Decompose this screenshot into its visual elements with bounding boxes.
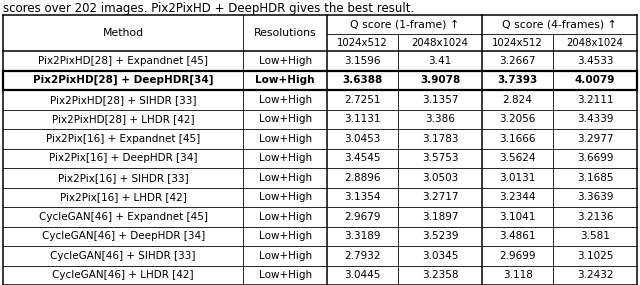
Text: Pix2PixHD[28] + SIHDR [33]: Pix2PixHD[28] + SIHDR [33] (50, 95, 196, 105)
Text: 2.9699: 2.9699 (499, 251, 536, 261)
Text: 2.9679: 2.9679 (344, 212, 381, 222)
Text: 3.3639: 3.3639 (577, 192, 613, 202)
Text: 3.1025: 3.1025 (577, 251, 613, 261)
Text: Low+High: Low+High (259, 231, 312, 241)
Text: 3.6699: 3.6699 (577, 153, 613, 163)
Text: 3.118: 3.118 (502, 270, 532, 280)
Text: scores over 202 images. Pix2PixHD + DeepHDR gives the best result.: scores over 202 images. Pix2PixHD + Deep… (3, 2, 414, 15)
Text: 3.386: 3.386 (425, 114, 455, 124)
Text: 3.2111: 3.2111 (577, 95, 613, 105)
Text: Low+High: Low+High (259, 212, 312, 222)
Text: Pix2PixHD[28] + DeepHDR[34]: Pix2PixHD[28] + DeepHDR[34] (33, 75, 213, 86)
Text: 3.0131: 3.0131 (499, 173, 536, 183)
Text: 2048x1024: 2048x1024 (566, 38, 623, 48)
Text: 3.2717: 3.2717 (422, 192, 458, 202)
Text: 2.7932: 2.7932 (344, 251, 381, 261)
Text: 3.3189: 3.3189 (344, 231, 381, 241)
Text: 3.5239: 3.5239 (422, 231, 458, 241)
Text: 3.6388: 3.6388 (342, 75, 383, 85)
Text: Resolutions: Resolutions (254, 28, 316, 38)
Text: 3.4533: 3.4533 (577, 56, 613, 66)
Text: 3.2056: 3.2056 (499, 114, 536, 124)
Bar (3, 70, 637, 90)
Text: 3.1596: 3.1596 (344, 56, 381, 66)
Text: 4.0079: 4.0079 (575, 75, 615, 85)
Text: 2.7251: 2.7251 (344, 95, 381, 105)
Text: 3.4339: 3.4339 (577, 114, 613, 124)
Text: 3.5753: 3.5753 (422, 153, 458, 163)
Text: 3.0345: 3.0345 (422, 251, 458, 261)
Text: 3.5624: 3.5624 (499, 153, 536, 163)
Text: 3.1897: 3.1897 (422, 212, 458, 222)
Text: Low+High: Low+High (259, 95, 312, 105)
Text: 3.2667: 3.2667 (499, 56, 536, 66)
Text: Low+High: Low+High (255, 75, 315, 85)
Text: 3.41: 3.41 (429, 56, 452, 66)
Text: Pix2Pix[16] + SIHDR [33]: Pix2Pix[16] + SIHDR [33] (58, 173, 189, 183)
Text: 3.1354: 3.1354 (344, 192, 381, 202)
Text: 3.581: 3.581 (580, 231, 610, 241)
Text: CycleGAN[46] + LHDR [42]: CycleGAN[46] + LHDR [42] (52, 270, 194, 280)
Text: 1024x512: 1024x512 (492, 38, 543, 48)
Text: Pix2PixHD[28] + LHDR [42]: Pix2PixHD[28] + LHDR [42] (52, 114, 195, 124)
Text: 3.9078: 3.9078 (420, 75, 460, 85)
Text: Method: Method (102, 28, 144, 38)
Text: Pix2Pix[16] + Expandnet [45]: Pix2Pix[16] + Expandnet [45] (46, 134, 200, 144)
Text: 2.824: 2.824 (502, 95, 532, 105)
Text: 3.1357: 3.1357 (422, 95, 458, 105)
Text: 3.2432: 3.2432 (577, 270, 613, 280)
Text: Low+High: Low+High (259, 173, 312, 183)
Text: 3.4861: 3.4861 (499, 231, 536, 241)
Text: 3.2344: 3.2344 (499, 192, 536, 202)
Text: 3.0503: 3.0503 (422, 173, 458, 183)
Text: 3.0453: 3.0453 (344, 134, 381, 144)
Text: 3.7393: 3.7393 (497, 75, 538, 85)
Text: 3.0445: 3.0445 (344, 270, 381, 280)
Text: Pix2Pix[16] + LHDR [42]: Pix2Pix[16] + LHDR [42] (60, 192, 187, 202)
Text: Low+High: Low+High (259, 153, 312, 163)
Text: 3.1131: 3.1131 (344, 114, 381, 124)
Text: 2.8896: 2.8896 (344, 173, 381, 183)
Text: Q score (4-frames) ↑: Q score (4-frames) ↑ (502, 19, 617, 30)
Text: Pix2PixHD[28] + Expandnet [45]: Pix2PixHD[28] + Expandnet [45] (38, 56, 208, 66)
Text: Low+High: Low+High (259, 192, 312, 202)
Text: Low+High: Low+High (259, 270, 312, 280)
Text: 3.1783: 3.1783 (422, 134, 458, 144)
Text: CycleGAN[46] + DeepHDR [34]: CycleGAN[46] + DeepHDR [34] (42, 231, 205, 241)
Text: 1024x512: 1024x512 (337, 38, 388, 48)
Text: CycleGAN[46] + Expandnet [45]: CycleGAN[46] + Expandnet [45] (38, 212, 207, 222)
Text: 3.2136: 3.2136 (577, 212, 613, 222)
Text: 3.1685: 3.1685 (577, 173, 613, 183)
Text: 3.2977: 3.2977 (577, 134, 613, 144)
Text: Low+High: Low+High (259, 134, 312, 144)
Text: CycleGAN[46] + SIHDR [33]: CycleGAN[46] + SIHDR [33] (51, 251, 196, 261)
Text: Pix2Pix[16] + DeepHDR [34]: Pix2Pix[16] + DeepHDR [34] (49, 153, 197, 163)
Text: Q score (1-frame) ↑: Q score (1-frame) ↑ (350, 19, 459, 30)
Text: Low+High: Low+High (259, 56, 312, 66)
Text: 3.4545: 3.4545 (344, 153, 381, 163)
Text: 3.2358: 3.2358 (422, 270, 458, 280)
Text: Low+High: Low+High (259, 251, 312, 261)
Text: 2048x1024: 2048x1024 (412, 38, 468, 48)
Text: 3.1041: 3.1041 (499, 212, 536, 222)
Text: Low+High: Low+High (259, 114, 312, 124)
Text: 3.1666: 3.1666 (499, 134, 536, 144)
